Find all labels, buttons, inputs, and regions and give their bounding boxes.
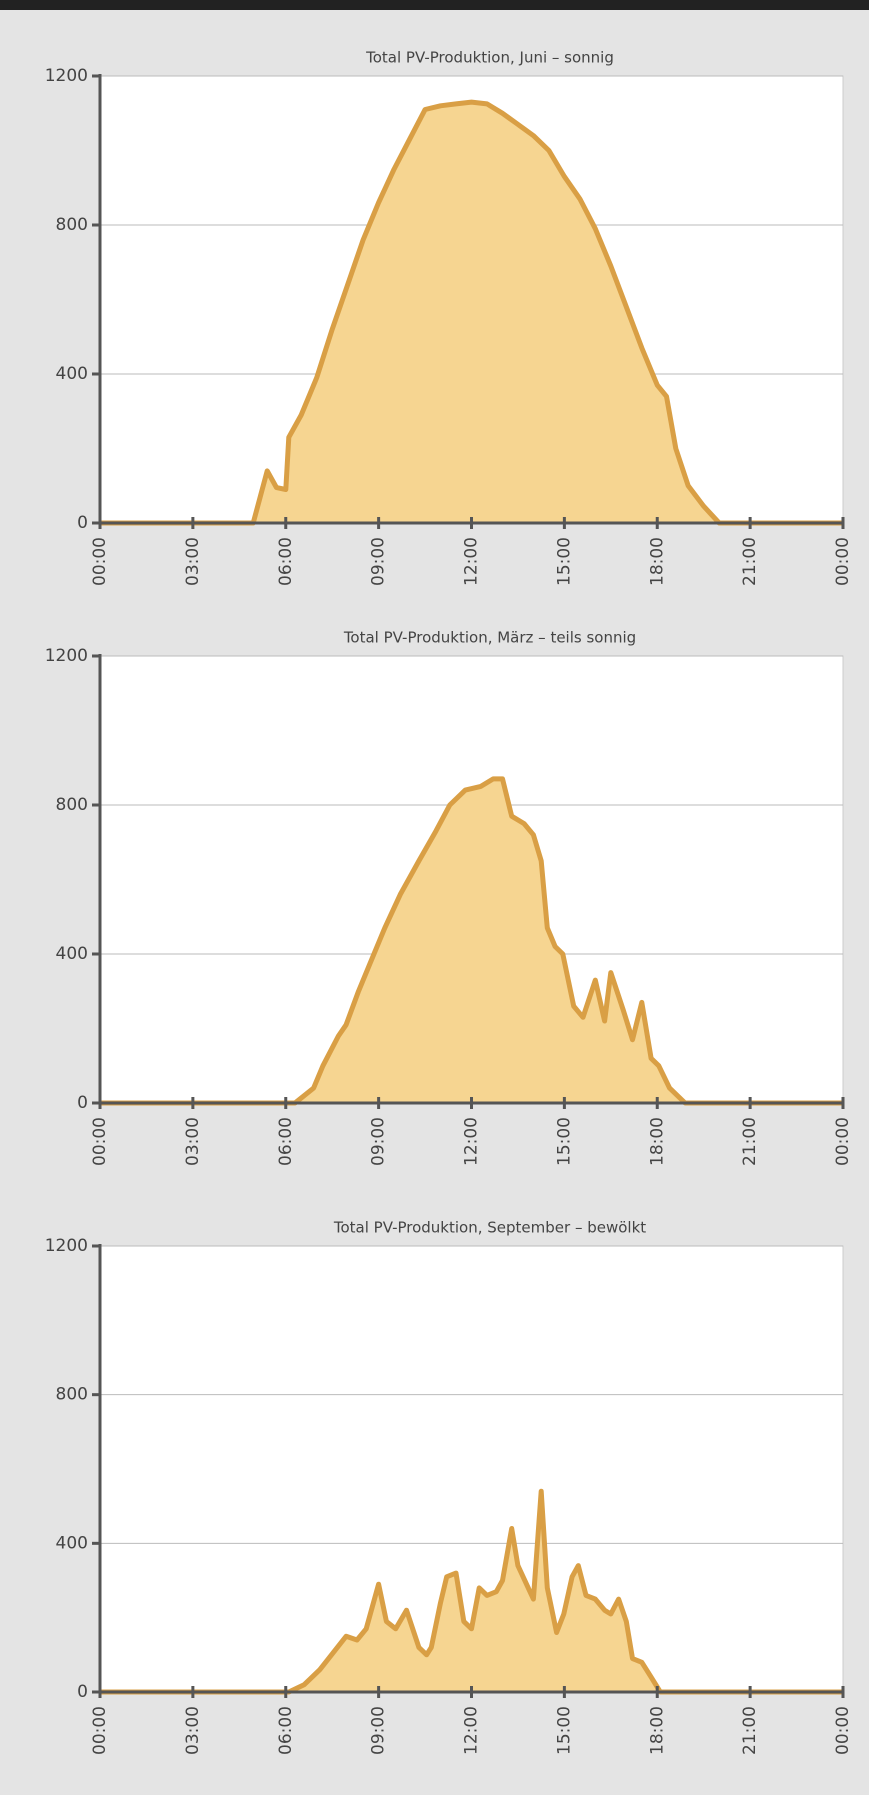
y-tick-label: 0 xyxy=(77,1093,88,1113)
chart-title: Total PV-Produktion, März – teils sonnig xyxy=(343,629,636,647)
x-tick-label: 06:00 xyxy=(276,1706,296,1755)
x-tick-label: 03:00 xyxy=(183,537,203,586)
x-tick-label: 18:00 xyxy=(647,1117,667,1166)
x-tick-label: 15:00 xyxy=(554,1117,574,1166)
x-tick-label: 00:00 xyxy=(90,1117,110,1166)
x-tick-label: 09:00 xyxy=(369,1117,389,1166)
x-tick-label: 06:00 xyxy=(276,537,296,586)
x-tick-label: 00:00 xyxy=(90,537,110,586)
x-tick-label: 12:00 xyxy=(462,1706,482,1755)
y-tick-label: 0 xyxy=(77,513,88,533)
area-line xyxy=(100,99,843,526)
y-tick-label: 400 xyxy=(56,944,88,964)
y-tick-label: 400 xyxy=(56,1533,88,1553)
x-tick-label: 00:00 xyxy=(833,1117,853,1166)
x-tick-label: 00:00 xyxy=(833,537,853,586)
x-tick-label: 18:00 xyxy=(647,1706,667,1755)
x-tick-label: 00:00 xyxy=(90,1706,110,1755)
y-tick-label: 800 xyxy=(56,1385,88,1405)
x-tick-label: 12:00 xyxy=(462,537,482,586)
y-tick-label: 1200 xyxy=(45,646,88,666)
area-fill xyxy=(100,778,843,1103)
x-tick-label: 06:00 xyxy=(276,1117,296,1166)
x-tick-label: 21:00 xyxy=(740,1117,760,1166)
chart-title: Total PV-Produktion, Juni – sonnig xyxy=(365,49,614,67)
x-tick-label: 15:00 xyxy=(554,537,574,586)
x-tick-label: 12:00 xyxy=(462,1117,482,1166)
x-tick-label: 21:00 xyxy=(740,1706,760,1755)
y-tick-label: 800 xyxy=(56,215,88,235)
area-line xyxy=(100,776,843,1106)
area-line xyxy=(100,1488,843,1695)
y-tick-label: 1200 xyxy=(45,66,88,86)
x-tick-label: 00:00 xyxy=(833,1706,853,1755)
y-tick-label: 800 xyxy=(56,795,88,815)
chart-title: Total PV-Produktion, September – bewölkt xyxy=(333,1219,646,1237)
top-bar xyxy=(0,0,869,10)
area-fill xyxy=(100,1491,843,1692)
x-tick-label: 15:00 xyxy=(554,1706,574,1755)
y-tick-label: 400 xyxy=(56,364,88,384)
area-fill xyxy=(100,102,843,523)
x-tick-label: 09:00 xyxy=(369,1706,389,1755)
x-tick-label: 03:00 xyxy=(183,1117,203,1166)
x-tick-label: 09:00 xyxy=(369,537,389,586)
x-tick-label: 18:00 xyxy=(647,537,667,586)
y-tick-label: 0 xyxy=(77,1682,88,1702)
y-tick-label: 1200 xyxy=(45,1236,88,1256)
x-tick-label: 03:00 xyxy=(183,1706,203,1755)
x-tick-label: 21:00 xyxy=(740,537,760,586)
